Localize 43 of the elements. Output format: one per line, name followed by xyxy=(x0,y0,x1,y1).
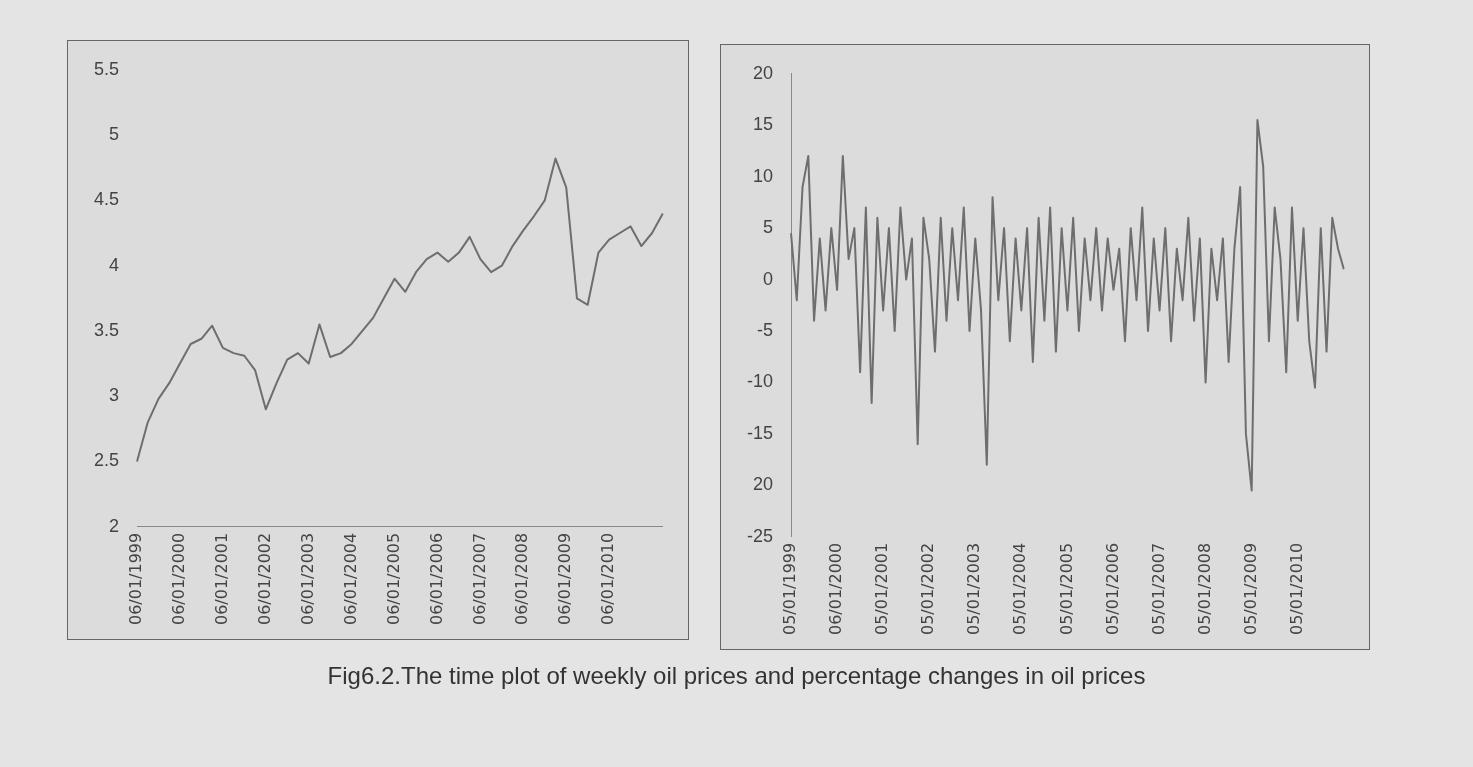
x-tick-label: 05/01/2001 xyxy=(872,542,892,635)
y-tick-label: 4 xyxy=(109,254,120,275)
x-tick-label: 06/01/2010 xyxy=(598,532,618,625)
x-tick-label: 06/01/2005 xyxy=(383,532,403,625)
y-tick-label: -25 xyxy=(747,525,774,546)
caption: Fig6.2.The time plot of weekly oil prices and percentage changes in oil prices xyxy=(326,662,1147,690)
y-tick-label: 20 xyxy=(752,474,774,495)
y-tick-label: 3.5 xyxy=(93,319,120,340)
y-tick-label: -5 xyxy=(757,319,774,340)
x-tick-label: 06/01/2001 xyxy=(212,532,232,625)
y-tick-label: 5 xyxy=(763,217,774,238)
y-tick-label: -15 xyxy=(747,422,774,443)
y-tick-label: 10 xyxy=(752,165,774,186)
y-tick-label: 4.5 xyxy=(93,189,120,210)
x-tick-label: 05/01/2006 xyxy=(1102,542,1122,635)
x-tick-label: 05/01/2003 xyxy=(964,542,984,635)
x-tick-label: 05/01/2005 xyxy=(1056,542,1076,635)
x-tick-label: 05/01/2008 xyxy=(1194,542,1214,635)
x-tick-label: 05/01/2009 xyxy=(1240,542,1260,635)
x-tick-label: 06/01/2000 xyxy=(169,532,189,625)
x-tick-label: 06/01/1999 xyxy=(126,532,146,625)
x-tick-label: 06/01/2006 xyxy=(426,532,446,625)
y-tick-label: 2.5 xyxy=(93,450,120,471)
y-tick-label: 5 xyxy=(109,124,120,145)
y-tick-label: 0 xyxy=(763,268,774,289)
x-tick-label: 06/01/2008 xyxy=(512,532,532,625)
x-tick-label: 05/01/1999 xyxy=(780,542,800,635)
x-tick-label: 06/01/2002 xyxy=(254,532,274,625)
y-tick-label: 3 xyxy=(109,385,120,406)
x-tick-label: 05/01/2004 xyxy=(1010,542,1030,635)
x-tick-label: 06/01/2009 xyxy=(555,532,575,625)
y-tick-label: -10 xyxy=(747,371,774,392)
x-tick-label: 05/01/2010 xyxy=(1286,542,1306,635)
x-tick-label: 05/01/2007 xyxy=(1148,542,1168,635)
x-tick-label: 06/01/2007 xyxy=(469,532,489,625)
x-tick-label: 06/01/2003 xyxy=(297,532,317,625)
x-tick-label: 06/01/2004 xyxy=(340,532,360,625)
y-tick-label: 2 xyxy=(109,515,120,536)
x-tick-label: 06/01/2000 xyxy=(826,542,846,635)
x-tick-label: 05/01/2002 xyxy=(918,542,938,635)
y-tick-label: 5.5 xyxy=(93,58,120,79)
y-tick-label: 15 xyxy=(752,114,774,135)
y-tick-label: 20 xyxy=(752,62,774,83)
